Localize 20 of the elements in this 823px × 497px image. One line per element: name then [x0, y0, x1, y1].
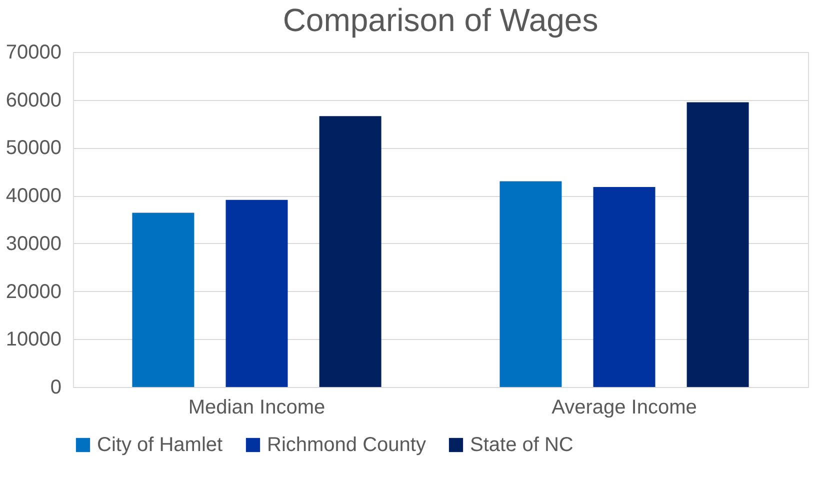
bar	[319, 116, 382, 387]
y-tick-label: 60000	[6, 89, 62, 112]
y-tick-label: 40000	[6, 185, 62, 208]
legend-label: City of Hamlet	[97, 434, 224, 456]
legend-label: State of NC	[470, 434, 574, 456]
x-tick-label: Average Income	[552, 396, 697, 418]
bar	[226, 200, 288, 387]
y-tick-label: 10000	[6, 328, 62, 351]
bar	[132, 212, 194, 387]
y-tick-label: 30000	[6, 232, 62, 255]
legend-label: Richmond County	[267, 434, 426, 456]
chart-title: Comparison of Wages	[282, 2, 598, 38]
x-tick-label: Median Income	[188, 396, 326, 418]
y-tick-label: 0	[50, 376, 62, 398]
bar	[500, 181, 562, 387]
bar	[593, 186, 656, 387]
y-tick-label: 70000	[6, 42, 62, 64]
y-tick-label: 20000	[6, 280, 62, 303]
y-tick-label: 50000	[6, 137, 62, 160]
bar	[686, 102, 749, 387]
